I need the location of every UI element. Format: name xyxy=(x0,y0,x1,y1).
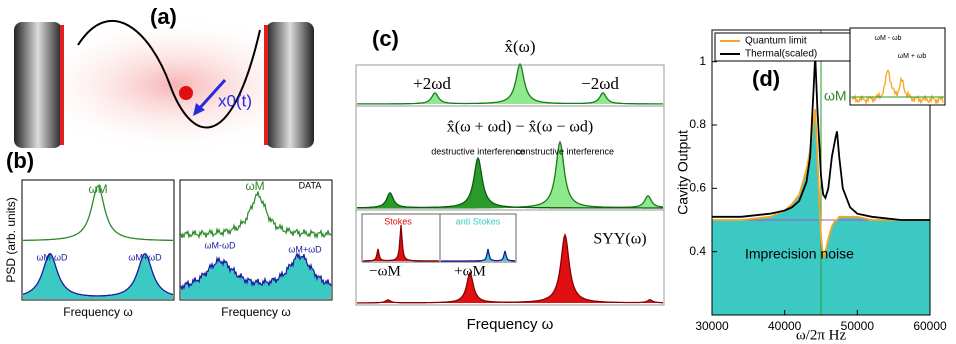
vline-label: ωM xyxy=(824,88,847,104)
y-axis-label: PSD (arb. units) xyxy=(4,197,18,282)
laser-glow xyxy=(25,15,325,155)
area xyxy=(712,109,930,315)
sideband-label: ωM+ωD xyxy=(128,252,162,262)
row-title: x̂(ω) xyxy=(504,37,535,56)
spectrum-line xyxy=(22,252,174,297)
plot-frame xyxy=(179,179,333,301)
sideband-label: −2ωd xyxy=(581,74,619,93)
spectrum-line xyxy=(23,185,173,242)
panel-d: 30000 40000 50000 60000 0.4 0.6 0.8 1 ω/2π Hz Cav… xyxy=(675,27,947,343)
plot-frame xyxy=(355,64,665,306)
inset-label: ωM + ωb xyxy=(898,53,927,60)
y-axis-label: Cavity Output xyxy=(675,130,691,215)
spectrum-fill xyxy=(357,158,663,208)
peak-label: +ωM xyxy=(454,263,486,279)
inset-label: anti Stokes xyxy=(456,216,501,226)
annotation: Imprecision noise xyxy=(745,246,854,262)
series-line xyxy=(712,55,930,221)
y-tick-label: 1 xyxy=(699,54,706,68)
x-tick-label: 50000 xyxy=(841,319,875,333)
data-tag: DATA xyxy=(299,180,322,190)
displacement-label: x0(t) xyxy=(218,91,252,110)
sideband-label: ωM-ωD xyxy=(36,252,68,262)
panel-label: (d) xyxy=(752,66,780,91)
peak-label: −ωM xyxy=(369,263,401,279)
panel-label: (a) xyxy=(150,4,177,29)
x-axis-label: Frequency ω xyxy=(467,316,554,333)
x-axis-label: ω/2π Hz xyxy=(796,327,847,343)
panel-c: (c) x̂(ω) +2ωd −2ωd x̂(ω + ωd) − x̂(ω − … xyxy=(355,26,665,333)
annotation: destructive interference xyxy=(431,146,525,156)
mirror-face xyxy=(264,25,268,145)
arrow-head xyxy=(193,103,205,116)
spectrum-line xyxy=(357,62,663,105)
inset-spectrum xyxy=(851,69,944,106)
particle xyxy=(179,86,193,100)
y-tick-label: 0.6 xyxy=(689,181,706,195)
legend-label: Thermal(scaled) xyxy=(745,49,817,60)
peak-label: ωM xyxy=(88,182,107,196)
spectrum-fill xyxy=(181,253,331,299)
legend-frame xyxy=(714,32,856,62)
spectrum-line xyxy=(357,156,663,209)
spectrum-line xyxy=(180,252,332,290)
panel-b: (b) PSD (arb. units) ωM ωM-ωD ωM+ωD DATA… xyxy=(4,148,333,319)
legend-label: Quantum limit xyxy=(745,36,807,47)
x-tick-label: 60000 xyxy=(913,319,947,333)
spectrum-line xyxy=(357,233,664,304)
spectrum-line xyxy=(180,191,332,240)
mirror-face xyxy=(60,25,64,145)
x-tick-label: 40000 xyxy=(768,319,802,333)
spectrum-fill xyxy=(363,225,439,261)
sideband-label: ωM-ωD xyxy=(204,240,236,250)
annotation: constructive interference xyxy=(516,146,614,156)
plot-frame xyxy=(711,29,931,316)
arrow xyxy=(196,78,227,112)
x-axis-label: Frequency ω xyxy=(221,305,290,319)
spectrum-line xyxy=(441,248,515,262)
peak-label: ωM xyxy=(245,179,264,193)
sideband-label: +2ωd xyxy=(413,74,451,93)
spectrum-fill xyxy=(23,253,173,299)
plot-frame xyxy=(21,179,175,301)
panel-a: (a) x0(t) xyxy=(14,4,325,155)
mirror-right xyxy=(266,22,314,148)
y-tick-label: 0.8 xyxy=(689,117,706,131)
sideband-label: ωM+ωD xyxy=(288,244,322,254)
row-title: x̂(ω + ωd) − x̂(ω − ωd) xyxy=(447,119,594,136)
row-title: SYY(ω) xyxy=(593,231,646,248)
panel-label: (c) xyxy=(372,26,399,51)
inset-label: Stokes xyxy=(384,216,412,226)
standing-wave xyxy=(77,19,261,129)
spectrum-line xyxy=(363,224,439,262)
mirror-left xyxy=(14,22,62,148)
x-axis-label: Frequency ω xyxy=(63,305,132,319)
y-tick-label: 0.4 xyxy=(689,244,706,258)
x-tick-label: 30000 xyxy=(695,319,729,333)
inset-frame xyxy=(361,213,517,263)
series-line xyxy=(712,109,930,259)
inset-label: ωM - ωb xyxy=(875,35,902,42)
panel-label: (b) xyxy=(6,148,34,173)
